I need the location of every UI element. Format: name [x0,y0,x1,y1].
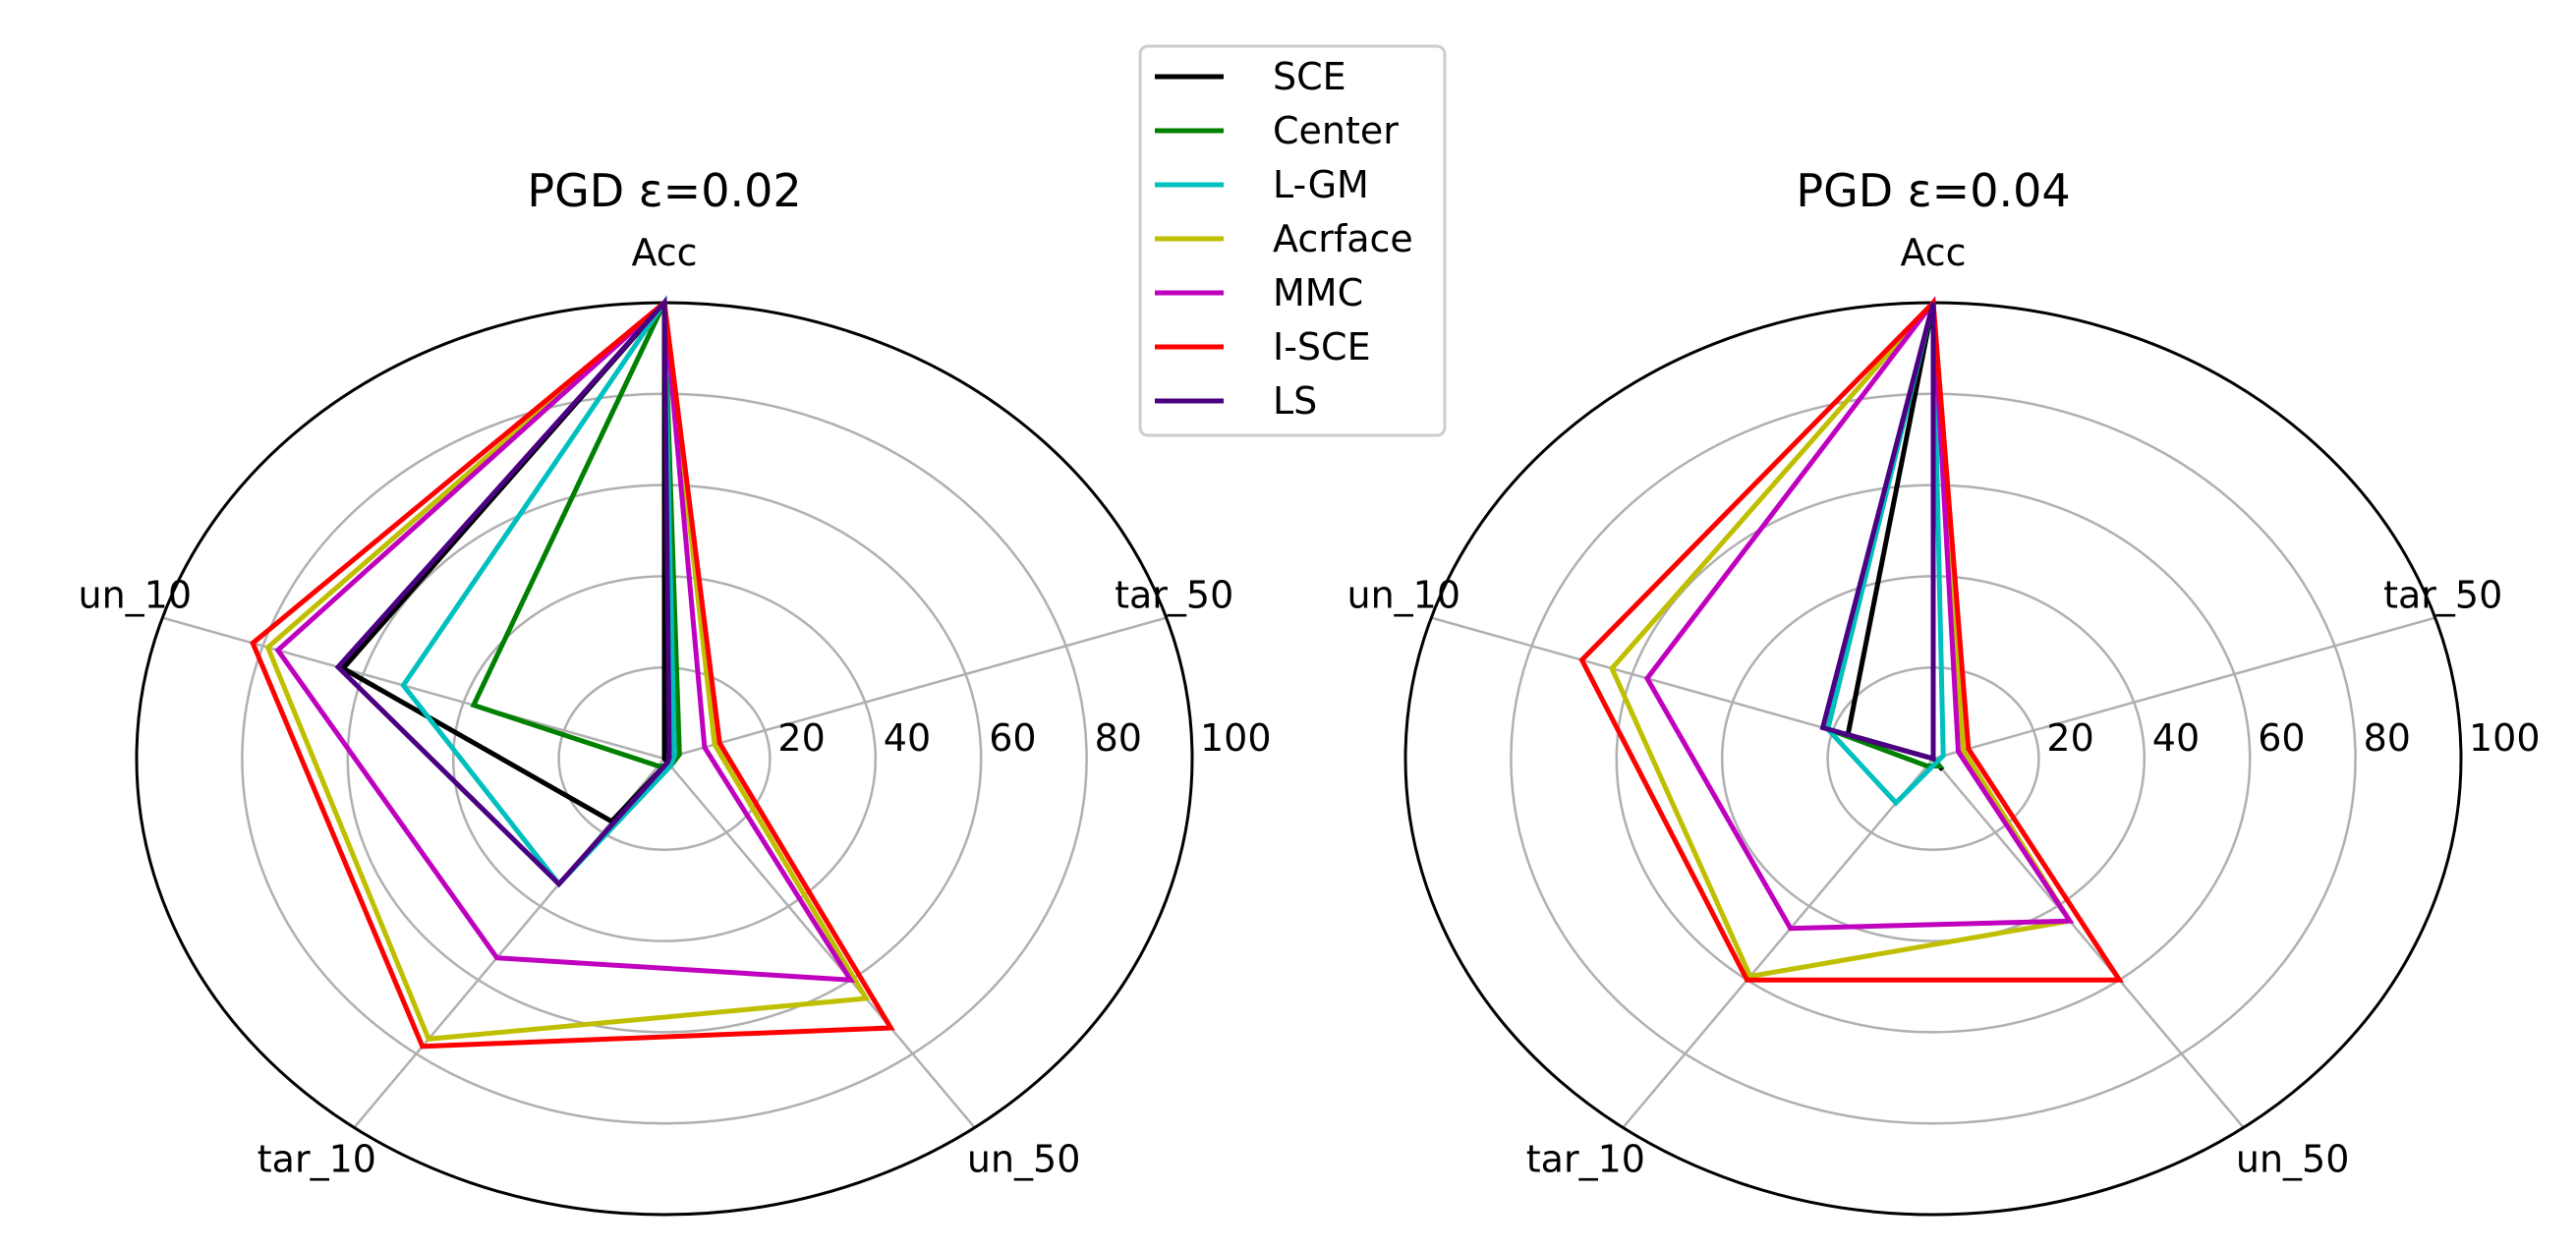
radial-tick-label: 20 [777,716,825,760]
legend-label: LS [1273,379,1317,423]
grid-spoke [161,616,665,761]
radar-panel-eps-0-04: PGD ε=0.04 Acc tar_50 un_50 tar_10 un_10 20 4… [1347,164,2541,1217]
series-sce [339,296,671,824]
panel-title: PGD ε=0.02 [527,164,801,217]
legend-label: MMC [1273,271,1363,314]
radial-tick-label: 100 [1200,716,1272,760]
axis-label-tar-50: tar_50 [1115,574,1233,617]
axis-label-tar-10: tar_10 [258,1137,376,1180]
series-acrface [264,297,871,1042]
axis-label-tar-10: tar_10 [1526,1137,1645,1180]
legend-item-acrface: Acrface [1155,217,1413,260]
legend-label: Acrface [1273,217,1413,260]
series-ls [334,296,672,888]
axis-label-un-10: un_10 [1347,574,1461,617]
legend-items: SCE Center L-GM Acrface MMC I-SCE LS [1155,55,1413,423]
grid-spoke [663,758,976,1129]
axis-label-un-10: un_10 [79,574,193,617]
radial-tick-label: 60 [2258,716,2305,760]
axis-label-acc: Acc [631,231,697,274]
radial-tick-label: 80 [1095,716,1142,760]
series-mmc [274,297,856,983]
radial-tick-label: 60 [989,716,1036,760]
legend-item-ls: LS [1155,379,1317,423]
legend-item-l-gm: L-GM [1155,163,1369,206]
series-acrface [1609,296,2074,980]
series-mmc [1643,296,2075,932]
radial-tick-label: 40 [2152,716,2200,760]
grid-spoke [1932,758,2245,1129]
legend-item-sce: SCE [1155,55,1346,98]
radial-tick-label: 20 [2046,716,2093,760]
legend-item-mmc: MMC [1155,271,1363,314]
axis-label-un-50: un_50 [967,1137,1081,1180]
legend-label: L-GM [1273,163,1369,206]
legend-label: Center [1273,109,1399,152]
panel-title: PGD ε=0.04 [1796,164,2070,217]
radar-axis-labels: Acc tar_50 un_50 tar_10 un_10 [79,231,1234,1180]
radial-tick-label: 80 [2364,716,2411,760]
grid-spoke [1932,616,2436,761]
legend-item-center: Center [1155,109,1399,152]
legend-item-i-sce: I-SCE [1155,325,1371,369]
axis-label-tar-50: tar_50 [2383,574,2502,617]
radial-tick-label: 40 [884,716,931,760]
grid-spoke [1622,758,1934,1129]
series-l-gm [1824,302,1946,807]
grid-spoke [663,616,1168,761]
series-i-sce [1578,297,2125,983]
radar-radial-ticks: 20 40 60 80 100 [2046,716,2540,760]
legend-frame [1138,44,1447,437]
radar-radial-ticks: 20 40 60 80 100 [777,716,1271,760]
legend-label: SCE [1273,55,1346,98]
series-ls [1819,302,1936,763]
legend: SCE Center L-GM Acrface MMC I-SCE LS [1138,44,1447,437]
radar-axis-labels: Acc tar_50 un_50 tar_10 un_10 [1347,231,2503,1180]
series-center [1824,302,1945,768]
axis-label-acc: Acc [1900,231,1966,274]
radial-tick-label: 100 [2469,716,2541,760]
radar-series-group [250,295,895,1050]
radar-panel-eps-0-02: PGD ε=0.02 Acc tar_50 un_50 tar_10 un_10 20 4… [79,164,1272,1217]
series-i-sce [250,298,895,1050]
axis-label-un-50: un_50 [2236,1137,2350,1180]
radar-series-group [1578,296,2125,983]
legend-label: I-SCE [1273,325,1371,369]
